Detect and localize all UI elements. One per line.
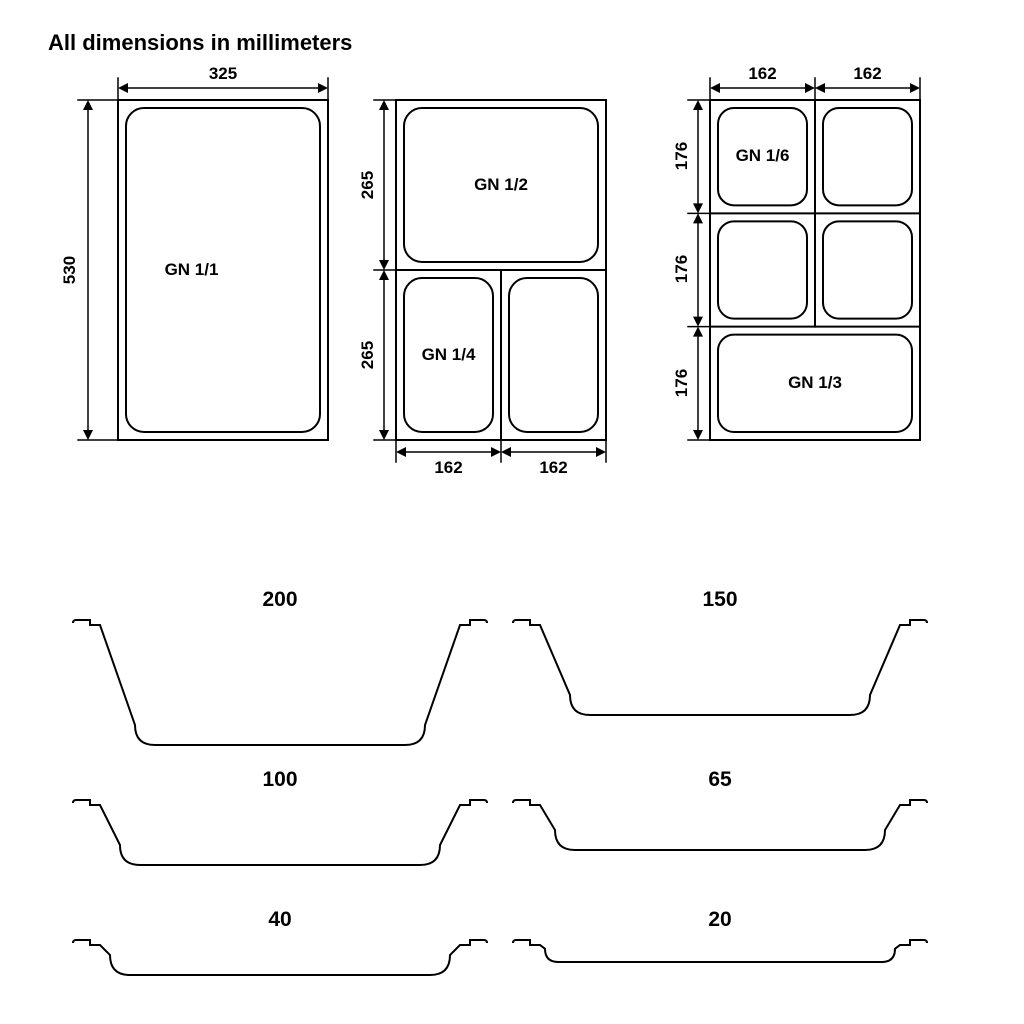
block3-dim-top-left: 162 (713, 64, 813, 84)
block3-dim-left-3: 176 (672, 333, 692, 433)
block3-dim-left-2: 176 (672, 219, 692, 319)
block3-gn-tl: GN 1/6 (713, 146, 813, 166)
block3-dim-left-1: 176 (672, 106, 692, 206)
pan-label-4: 40 (230, 908, 330, 932)
block2-dim-left-top: 265 (358, 135, 378, 235)
block2-dim-left-bottom: 265 (358, 305, 378, 405)
block3-dim-top-right: 162 (818, 64, 918, 84)
block1-gn-label: GN 1/1 (142, 260, 242, 280)
pan-label-5: 20 (670, 908, 770, 932)
diagram-canvas (0, 0, 1024, 1024)
block2-gn-bottom: GN 1/4 (399, 345, 499, 365)
pan-label-0: 200 (230, 588, 330, 612)
block2-dim-bottom-left: 162 (399, 458, 499, 478)
block1-dim-top: 325 (173, 64, 273, 84)
pan-label-2: 100 (230, 768, 330, 792)
pan-label-3: 65 (670, 768, 770, 792)
block2-dim-bottom-right: 162 (504, 458, 604, 478)
block2-gn-top: GN 1/2 (451, 175, 551, 195)
block1-dim-left: 530 (60, 220, 80, 320)
pan-label-1: 150 (670, 588, 770, 612)
block3-gn-bottom: GN 1/3 (765, 373, 865, 393)
